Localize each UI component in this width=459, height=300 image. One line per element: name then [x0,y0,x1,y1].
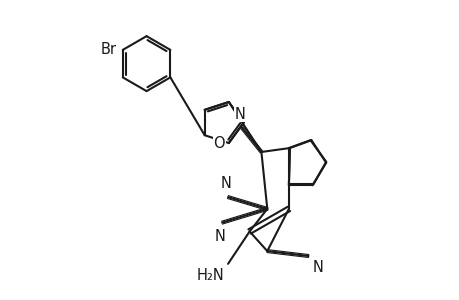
Text: O: O [213,136,224,151]
Text: N: N [312,260,323,275]
Text: N: N [234,106,245,122]
Text: H₂N: H₂N [196,268,224,283]
Text: Br: Br [101,42,117,57]
Text: N: N [220,176,231,191]
Text: N: N [214,229,225,244]
